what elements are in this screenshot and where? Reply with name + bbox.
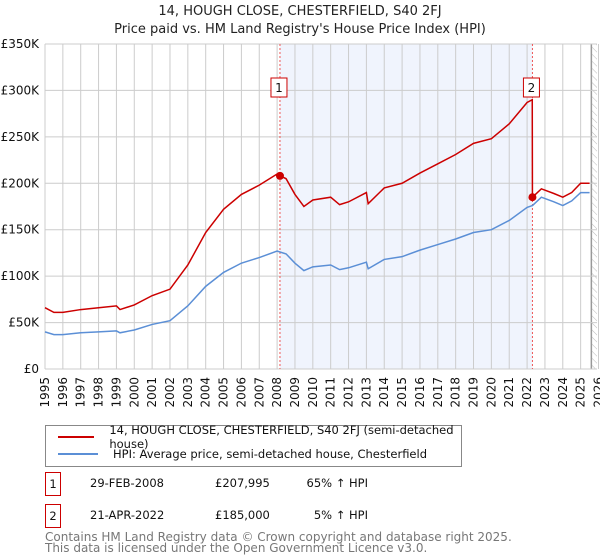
x-tick-label: 2024 (556, 377, 570, 408)
transaction-price: £207,995 (215, 476, 270, 490)
y-tick-label: £200K (1, 176, 41, 190)
sale-point (528, 193, 537, 202)
footer-licence: This data is licensed under the Open Gov… (45, 541, 428, 555)
x-tick-label: 2008 (270, 377, 284, 408)
transaction-date: 21-APR-2022 (90, 508, 165, 522)
legend: 14, HOUGH CLOSE, CHESTERFIELD, S40 2FJ (… (45, 423, 462, 467)
x-tick-label: 2019 (467, 377, 481, 408)
x-tick-label: 1995 (38, 377, 52, 408)
transaction-hpi: 5% ↑ HPI (313, 508, 368, 522)
x-tick-label: 2016 (413, 377, 427, 408)
transaction-price: £185,000 (215, 508, 270, 522)
x-tick-label: 1998 (92, 377, 106, 408)
x-tick-label: 2025 (574, 377, 588, 408)
x-tick-label: 2020 (484, 377, 498, 408)
x-tick-label: 2003 (181, 377, 195, 408)
x-tick-label: 2009 (288, 377, 302, 408)
y-tick-label: £300K (1, 83, 41, 97)
x-tick-label: 2007 (252, 377, 266, 408)
legend-red-line (58, 436, 95, 438)
transaction-number: 2 (45, 504, 61, 528)
forecast-hatch (591, 44, 597, 369)
x-tick-label: 2002 (163, 377, 177, 408)
x-tick-label: 2018 (449, 377, 463, 408)
plot-area: 1995 1996 1997 1998 1999 2000 2001 2002 2003 2004… (1, 37, 600, 408)
y-tick-label: £50K (8, 316, 40, 330)
transaction-number: 1 (45, 472, 61, 496)
x-tick-label: 2011 (324, 377, 338, 408)
annotation-label: 2 (528, 81, 536, 95)
x-tick-label: 2021 (502, 377, 516, 408)
chart-title: 14, HOUGH CLOSE, CHESTERFIELD, S40 2FJ (158, 4, 442, 19)
x-tick-label: 2001 (145, 377, 159, 408)
x-tick-label: 2000 (127, 377, 141, 408)
sale-point (275, 171, 284, 180)
legend-blue-line (58, 453, 98, 455)
y-tick-label: £0 (24, 362, 39, 376)
x-tick-label: 2023 (538, 377, 552, 408)
x-tick-label: 2026 (592, 377, 600, 408)
transaction-date: 29-FEB-2008 (90, 476, 164, 490)
x-tick-label: 2012 (342, 377, 356, 408)
x-tick-label: 2010 (306, 377, 320, 408)
x-tick-label: 1996 (56, 377, 70, 408)
hpi-line (44, 191, 590, 336)
annotation-box (522, 77, 540, 98)
annotation-box (270, 77, 288, 98)
x-tick-label: 2004 (199, 377, 213, 408)
transaction-row: 2 21-APR-2022 £185,000 5% ↑ HPI (45, 504, 445, 528)
x-tick-label: 2013 (359, 377, 373, 408)
legend-hpi: HPI: Average price, semi-detached house,… (113, 447, 428, 461)
transaction-row: 1 29-FEB-2008 £207,995 65% ↑ HPI (45, 472, 445, 496)
transaction-hpi: 65% ↑ HPI (306, 476, 368, 490)
chart-subtitle: Price paid vs. HM Land Registry's House … (114, 22, 486, 37)
y-tick-label: £250K (1, 130, 41, 144)
shaded-period (279, 44, 533, 369)
x-tick-label: 2005 (217, 377, 231, 408)
y-tick-label: £100K (1, 269, 41, 283)
y-tick-label: £150K (1, 223, 41, 237)
x-tick-label: 2022 (520, 377, 534, 408)
y-tick-label: £350K (1, 37, 41, 51)
x-tick-label: 1997 (74, 377, 88, 408)
x-tick-label: 2006 (234, 377, 248, 408)
x-tick-label: 2014 (377, 377, 391, 408)
annotation-label: 1 (275, 81, 283, 95)
x-tick-label: 2017 (431, 377, 445, 408)
footer-copyright: Contains HM Land Registry data © Crown c… (45, 530, 512, 544)
price-line (44, 98, 590, 314)
x-tick-label: 2015 (395, 377, 409, 408)
x-tick-label: 1999 (109, 377, 123, 408)
legend-property: 14, HOUGH CLOSE, CHESTERFIELD, S40 2FJ (… (109, 423, 454, 451)
